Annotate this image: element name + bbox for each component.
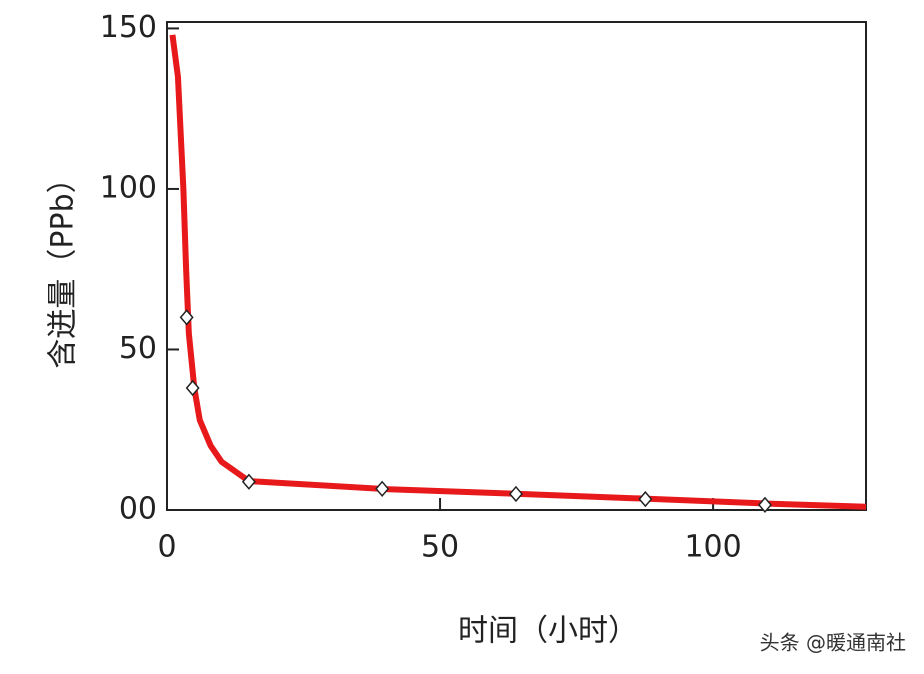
- data-point: [638, 490, 653, 508]
- data-point: [179, 309, 194, 326]
- x-axis-label: 时间（小时）: [458, 614, 638, 649]
- data-line: [169, 34, 867, 510]
- y-tick-label: 50: [119, 331, 157, 366]
- data-point: [185, 379, 200, 397]
- x-tick-label: 100: [684, 530, 741, 565]
- plot-frame: [166, 21, 867, 511]
- y-tick-label: 100: [100, 170, 157, 205]
- data-point: [508, 485, 523, 503]
- watermark: 头条 @暖通南社: [760, 631, 906, 655]
- data-point: [757, 496, 772, 514]
- y-axis-label: 含迸量（PPb）: [46, 163, 81, 368]
- data-point: [375, 480, 390, 497]
- x-tick-label: 50: [421, 530, 459, 565]
- y-tick-label: 00: [119, 492, 157, 527]
- y-tick-label: 150: [100, 10, 157, 45]
- data-point: [241, 473, 256, 490]
- x-tick-label: 0: [157, 530, 176, 565]
